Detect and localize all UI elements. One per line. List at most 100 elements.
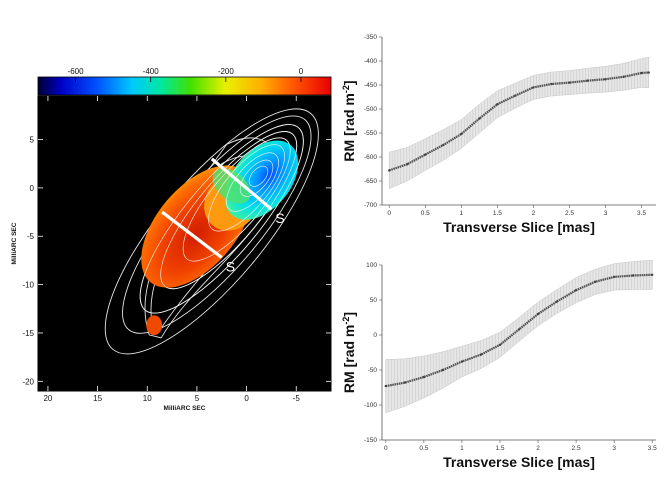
y-tick-label: -450 (364, 82, 377, 89)
x-tick-label: 2 (536, 445, 540, 452)
rm-data-point (555, 300, 559, 303)
map-y-tick-label: 5 (30, 136, 35, 145)
x-tick-label: 3.5 (637, 210, 646, 217)
rm-data-point (496, 103, 499, 106)
x-tick-label: 3 (604, 210, 608, 217)
rm-profile-top: -350 -400 -450 -500 -550 -600 -650 -700 0 0.5 1 1.5… (341, 34, 656, 235)
rm-data-point (593, 280, 597, 283)
rm-data-point (460, 360, 464, 363)
slice-label: S (275, 210, 284, 226)
rm-data-point (622, 75, 625, 79)
y-axis-label-close: ] (341, 312, 357, 317)
y-axis-label: RM [rad m-2] (341, 80, 357, 161)
rm-data-point (640, 71, 643, 75)
contour-line (239, 159, 274, 197)
x-tick-label: 2.5 (565, 210, 574, 217)
slice-label: S (226, 259, 235, 275)
slice-line (161, 210, 223, 259)
rm-data-point (478, 117, 481, 120)
x-axis-label: Transverse Slice [mas] (443, 219, 595, 235)
x-tick-label: 3.5 (648, 445, 657, 452)
y-tick-label: -600 (364, 154, 377, 161)
map-x-tick-label: 20 (43, 394, 52, 403)
y-tick-label: -500 (364, 106, 377, 113)
colorbar-tick-label: -400 (143, 67, 160, 76)
contour-line (160, 131, 298, 290)
x-tick-label: 1.5 (495, 445, 504, 452)
colorbar-tick-label: -200 (218, 67, 235, 76)
y-tick-label: -650 (364, 178, 377, 185)
y-axis-label-sup: -2 (341, 317, 351, 325)
map-y-tick-label: -5 (27, 232, 35, 241)
y-tick-label: 50 (370, 297, 378, 304)
y-tick-label: 100 (366, 262, 377, 269)
rm-data-point (384, 384, 388, 388)
map-y-tick-label: -15 (22, 329, 34, 338)
contour-line (226, 152, 279, 212)
map-x-tick-label: 5 (195, 394, 200, 403)
y-axis-label: RM [rad m-2] (341, 312, 357, 393)
rm-data-point (479, 353, 483, 356)
y-tick-label: -400 (364, 58, 377, 65)
x-tick-label: 2 (532, 210, 536, 217)
rm-data-point (612, 275, 616, 279)
rm-knot (146, 315, 163, 336)
x-tick-label: 2.5 (572, 445, 581, 452)
x-tick-label: 0 (387, 210, 391, 217)
y-tick-label: -350 (364, 34, 377, 41)
rm-data-point (574, 289, 578, 292)
x-tick-label: 3 (612, 445, 616, 452)
rm-data-point (517, 328, 521, 331)
rm-data-point (631, 274, 635, 277)
colorbar (37, 76, 332, 96)
rm-map-panel: -600 -400 -200 0 SS 20 15 10 5 0 -550-5-10-15-20… (11, 67, 332, 412)
rm-data-point (441, 368, 445, 372)
contour-line (139, 124, 304, 314)
map-x-tick-label: 15 (93, 394, 102, 403)
error-band (388, 56, 650, 190)
map-y-tick-label: 0 (30, 184, 35, 193)
rm-data-point (568, 81, 571, 84)
y-tick-label: -50 (368, 367, 378, 374)
map-y-tick-label: -20 (22, 377, 34, 386)
map-x-tick-label: 10 (143, 394, 152, 403)
rm-data-point (604, 78, 607, 81)
rm-data-point (424, 153, 427, 156)
colorbar-tick-label: 0 (299, 67, 304, 76)
y-axis-label-sup: -2 (341, 85, 351, 93)
rm-data-point (532, 86, 535, 89)
rm-data-point (586, 79, 589, 82)
y-tick-label: -550 (364, 130, 377, 137)
rm-series-line (388, 71, 649, 172)
rm-data-point (460, 132, 463, 136)
rm-data-point (536, 312, 540, 316)
rm-data-point (647, 71, 650, 74)
y-tick-label: 0 (373, 332, 377, 339)
rm-data-point (514, 94, 517, 97)
map-frame (37, 95, 332, 392)
x-tick-label: 1 (460, 210, 464, 217)
x-tick-label: 0.5 (419, 445, 428, 452)
y-axis-label-close: ] (341, 80, 357, 85)
rm-data-point (442, 143, 445, 147)
rm-data-point (403, 381, 407, 384)
rm-data-point (388, 169, 391, 172)
x-tick-label: 0.5 (421, 210, 430, 217)
rm-data-point (422, 375, 426, 379)
x-tick-label: 1 (460, 445, 464, 452)
slice-line (210, 157, 273, 211)
rm-data-point (550, 82, 553, 86)
y-tick-label: -700 (364, 202, 377, 209)
rm-data-point (498, 343, 502, 346)
x-tick-label: 1.5 (493, 210, 502, 217)
map-x-axis-label: MilliARC SEC (164, 405, 206, 412)
colorbar-tick-label: -600 (68, 67, 85, 76)
rm-data-point (650, 273, 654, 276)
map-image: SS (104, 108, 319, 355)
map-y-axis-label: MilliARC SEC (11, 222, 18, 264)
rm-data-point (406, 163, 409, 166)
contour-line (182, 137, 291, 262)
y-axis-label-text: RM [rad m (341, 93, 357, 161)
map-x-tick-label: 0 (244, 394, 249, 403)
